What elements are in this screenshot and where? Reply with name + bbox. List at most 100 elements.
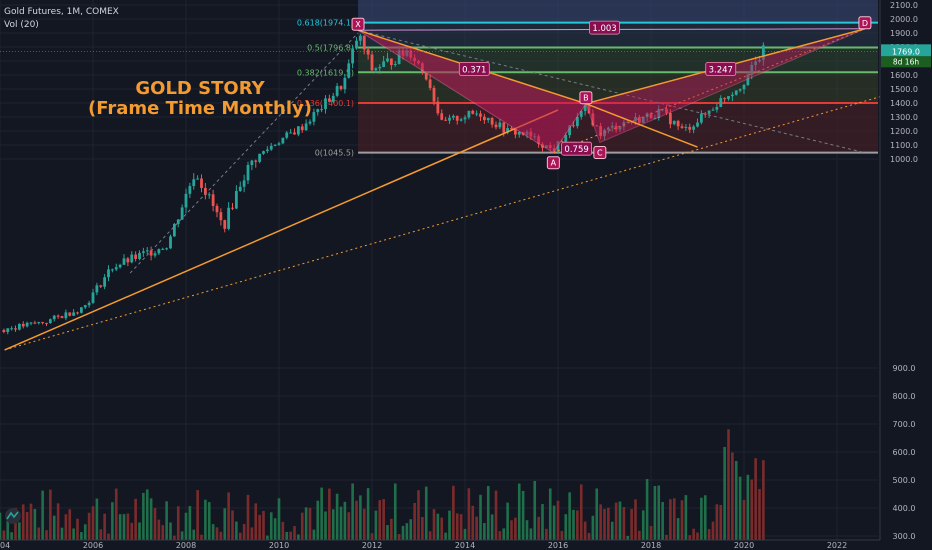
candle-body [471, 110, 475, 114]
volume-bar [510, 520, 513, 540]
ratio-badge [705, 62, 737, 76]
volume-bar [455, 513, 459, 540]
volume-bar [483, 523, 486, 540]
candle-body [727, 96, 730, 100]
volume-bar [328, 488, 331, 540]
volume-bar [87, 512, 91, 540]
volume-bar [29, 503, 33, 540]
fib-level-label: 0(1045.5) [315, 149, 354, 158]
candle-body [273, 144, 277, 146]
candle-body [114, 267, 118, 270]
candle-body [211, 194, 215, 206]
volume-bar [324, 511, 327, 540]
symbol-title: Gold Futures, 1M, COMEX [4, 7, 119, 17]
candle-body [389, 58, 393, 66]
candle-body [172, 223, 176, 237]
volume-bar [762, 460, 765, 540]
volume-bar [378, 500, 382, 540]
candle-body [680, 126, 684, 128]
candle-body [440, 113, 444, 120]
x-tick-label: 2018 [641, 541, 661, 550]
candle-body [238, 186, 242, 192]
ratio-label: 1.003 [592, 24, 616, 34]
candle-body [610, 125, 614, 128]
ratio-badge [458, 62, 490, 76]
volume-bar [304, 507, 308, 540]
candle-body [723, 98, 727, 100]
volume-bar [622, 507, 626, 540]
candle-body [312, 112, 316, 122]
candle-body [25, 322, 29, 327]
logo-chart-icon [6, 511, 19, 520]
candle-body [122, 258, 126, 265]
candle-body [672, 120, 676, 125]
volume-bar [200, 534, 203, 540]
volume-bar [56, 503, 60, 540]
volume-bar [692, 528, 695, 540]
volume-bar [738, 476, 742, 540]
candle-body [250, 160, 254, 166]
candle-body [180, 207, 184, 220]
candle-body [711, 109, 715, 111]
volume-bar [250, 527, 254, 540]
candle-body [76, 312, 79, 314]
x-tick-label: 2010 [269, 541, 289, 550]
volume-bar [595, 488, 599, 540]
volume-bar [351, 483, 354, 540]
volume-bar [219, 531, 223, 540]
candle-body [29, 322, 33, 324]
volume-bar [64, 514, 68, 540]
volume-bar [672, 498, 676, 540]
candle-body [506, 127, 510, 133]
last-price-badge [881, 44, 931, 57]
volume-bar [525, 520, 529, 540]
volume-bar [114, 488, 118, 540]
volume-bar [134, 498, 137, 540]
candle-body [56, 315, 60, 317]
candle-body [358, 35, 362, 41]
volume-bar [463, 528, 467, 540]
candle-body [362, 35, 366, 50]
pattern-point-badge [546, 156, 560, 170]
volume-bar [572, 509, 575, 540]
candle-body [750, 65, 754, 75]
y-tick-label: 1200.0 [890, 127, 918, 136]
candle-body [41, 322, 45, 324]
candle-body [653, 118, 657, 120]
volume-bar [502, 528, 506, 540]
candle-body [707, 110, 711, 114]
fib-zone-4 [358, 102, 878, 153]
ratio-badge [589, 20, 620, 35]
fib-zone-top [358, 0, 878, 23]
candle-body [110, 269, 114, 271]
candle-body [262, 151, 265, 154]
candle-body [118, 264, 122, 268]
volume-bar [374, 510, 378, 540]
volume-bar [560, 530, 564, 540]
candle-body [207, 194, 211, 196]
candle-body [517, 131, 521, 135]
volume-bar [750, 479, 754, 540]
volume-bar [459, 514, 463, 540]
candle-body [479, 113, 482, 117]
y-tick-label: 300.0 [893, 532, 916, 541]
candle-body [17, 323, 21, 330]
volume-bar [258, 514, 261, 540]
candle-body [734, 90, 738, 95]
volume-bar [41, 490, 44, 540]
candle-body [347, 63, 351, 78]
candle-body [219, 212, 223, 221]
candle-body [48, 319, 52, 324]
volume-bar [173, 535, 176, 540]
candle-body [676, 120, 680, 127]
volume-bar [83, 524, 87, 540]
candle-body [2, 330, 6, 332]
candle-body [200, 178, 203, 188]
candle-body [87, 302, 91, 306]
volume-bar [180, 531, 184, 540]
volume-bar [715, 504, 719, 540]
candle-body [95, 285, 99, 293]
volume-bar [76, 518, 79, 540]
volume-bar [707, 529, 711, 540]
